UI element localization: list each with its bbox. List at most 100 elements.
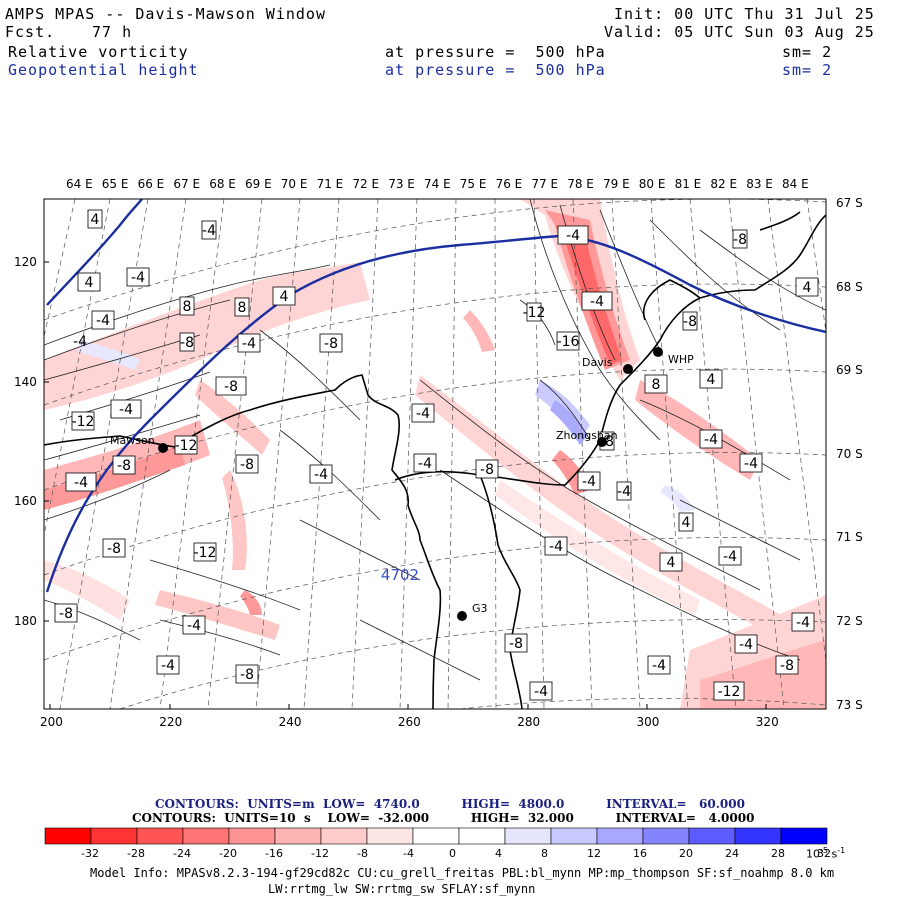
vorticity-label: -8 [780,658,794,674]
colorbar [44,827,828,845]
top-longitude-label: 74 E [424,177,451,191]
vorticity-label: 8 [183,299,192,315]
vorticity-label: 8 [238,300,247,316]
colorbar-unit-seconds-exponent: -1 [837,846,846,855]
vorticity-label: 4 [707,372,716,388]
top-longitude-label: 64 E [66,177,93,191]
left-grid-label: 140 [14,374,37,389]
colorbar-cell [504,827,552,845]
vorticity-label: -4 [73,334,87,350]
bottom-grid-label: 260 [397,715,421,729]
field2-name: Geopotential height [8,61,199,79]
colorbar-tick-label: -16 [265,847,283,860]
colorbar-cell [688,827,736,845]
station-label-zhongshan: Zhongshan [556,429,618,442]
vorticity-label: -8 [240,457,254,473]
vorticity-label: -4 [549,539,563,555]
left-grid-label: 180 [14,613,37,628]
top-longitude-label: 68 E [209,177,236,191]
vorticity-label: -4 [534,684,548,700]
colorbar-cell [596,827,644,845]
bottom-grid-label: 280 [517,715,541,729]
vorticity-label: 4 [682,515,691,531]
vorticity-label: -4 [704,432,718,448]
vorticity-label: -12 [175,438,198,454]
vorticity-label: -8 [480,462,494,478]
vorticity-label: -16 [557,334,580,350]
colorbar-tick-label: -32 [81,847,99,860]
vorticity-label: -4 [314,467,328,483]
vorticity-label: 4 [280,289,289,305]
right-latitude-label: 72 S [836,614,863,628]
right-latitude-label: 70 S [836,446,863,461]
colorbar-tick-label: 28 [771,847,785,860]
height-contour-info: CONTOURS: UNITS=m LOW= 4740.0 HIGH= 4800… [155,797,745,811]
colorbar-cell [458,827,506,845]
vorticity-label: -4 [96,313,110,329]
colorbar-tick-label: -20 [219,847,237,860]
vorticity-label: -8 [683,314,697,330]
vorticity-label: -4 [131,270,145,286]
colorbar-cell [228,827,276,845]
vorticity-label: -12 [718,684,741,700]
colorbar-tick-label: 0 [449,847,456,860]
chart-title: AMPS MPAS -- Davis-Mawson Window [5,5,326,23]
colorbar-tick-label: -24 [173,847,191,860]
colorbar-unit: 10-5 s-1 [806,846,845,861]
top-longitude-label: 70 E [280,177,308,191]
vorticity-label: -4 [187,618,201,634]
davis-marker[interactable] [623,364,633,374]
model-info-line1: Model Info: MPASv8.2.3-194-gf29cd82c CU:… [90,866,835,880]
init-time: Init: 00 UTC Thu 31 Jul 25 [614,5,875,23]
top-longitude-label: 80 E [638,177,666,191]
vorticity-label: -4 [723,549,737,565]
top-longitude-label: 84 E [782,177,809,191]
colorbar-cell [412,827,460,845]
vorticity-label: -4 [416,406,430,422]
vorticity-label: -4 [652,658,666,674]
colorbar-cell [366,827,414,845]
vorticity-label: -8 [509,636,523,652]
right-latitude-label: 69 S [836,363,863,378]
top-longitude-label: 71 E [316,177,344,191]
vorticity-label: -8 [117,458,131,474]
field2-level: at pressure = 500 hPa [385,61,606,79]
vorticity-label: -8 [107,541,121,557]
station-label-g3: G3 [472,602,488,615]
station-label-davis: Davis [582,356,613,369]
whp-marker[interactable] [653,347,663,357]
model-info-line2: LW:rrtmg_lw SW:rrtmg_sw SFLAY:sf_mynn [268,882,536,896]
right-latitude-label: 68 S [836,279,863,294]
vorticity-label: -4 [74,475,88,491]
vorticity-label: -12 [194,545,217,561]
colorbar-cell [44,827,92,845]
vorticity-label: -8 [180,335,194,351]
vorticity-label: -4 [796,615,810,631]
forecast-hour: 77 h [92,23,133,41]
top-longitude-label: 79 E [603,177,630,191]
vorticity-label: -12 [523,305,546,321]
mawson-marker[interactable] [158,443,168,453]
colorbar-cell [320,827,368,845]
colorbar-unit-exponent: -5 [820,846,828,855]
bottom-grid-label: 200 [40,715,63,729]
colorbar-unit-base: 10 [806,847,820,861]
vorticity-label: -4 [590,294,604,310]
top-longitude-label: 76 E [495,177,523,191]
vorticity-label: -8 [324,336,338,352]
top-longitude-label: 72 E [352,177,380,191]
vorticity-label: 4 [91,212,100,228]
vorticity-label: -4 [202,223,216,239]
vorticity-contour-info-text: CONTOURS: UNITS=10 s LOW= -32.000 HIGH= … [132,811,755,825]
plot-border [43,198,827,710]
right-latitude-label: 71 S [836,530,863,545]
top-longitude-label: 67 E [173,177,201,191]
zhongshan-marker[interactable] [597,437,607,447]
vorticity-label-boxes [54,209,819,701]
vorticity-label: 4 [667,555,676,571]
field1-level: at pressure = 500 hPa [385,43,606,61]
station-labels: Mawson Davis Zhongshan WHP G3 [110,353,694,615]
g3-marker[interactable] [457,611,467,621]
